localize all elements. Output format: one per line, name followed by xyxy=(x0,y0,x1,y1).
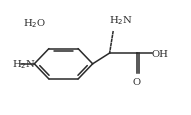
Text: H$_2$N: H$_2$N xyxy=(109,14,133,27)
Text: H$_2$O: H$_2$O xyxy=(23,17,46,30)
Text: H$_2$N: H$_2$N xyxy=(12,58,36,71)
Text: O: O xyxy=(133,78,141,87)
Text: OH: OH xyxy=(152,49,169,58)
